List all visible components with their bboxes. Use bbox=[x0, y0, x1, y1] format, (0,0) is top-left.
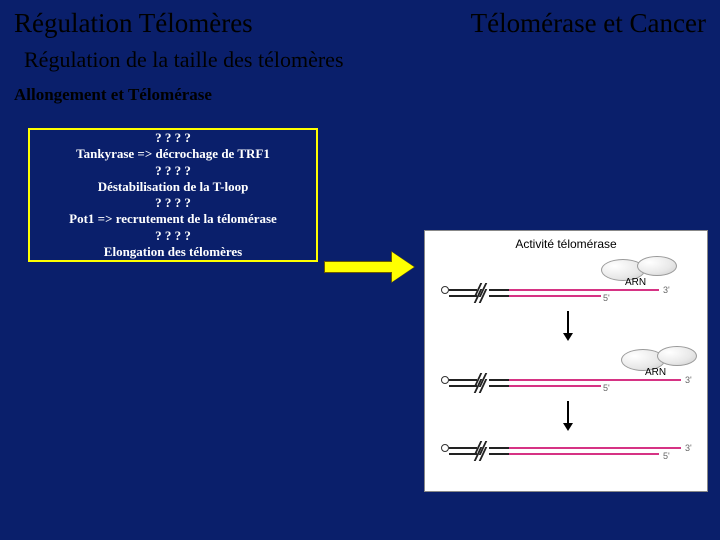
prime-3: 3' bbox=[685, 443, 692, 453]
down-arrow-icon bbox=[563, 401, 573, 431]
arn-label: ARN bbox=[625, 277, 646, 288]
down-arrow-icon bbox=[563, 311, 573, 341]
header-left: Régulation Télomères bbox=[14, 8, 253, 39]
prime-3: 3' bbox=[663, 285, 670, 295]
diagram-title: Activité télomérase bbox=[425, 237, 707, 251]
box-line: ? ? ? ? bbox=[155, 130, 191, 146]
box-line: ? ? ? ? bbox=[155, 163, 191, 179]
prime-5: 5' bbox=[663, 451, 670, 461]
telomerase-diagram: Activité télomérase ARN 3' 5' ARN 3' bbox=[424, 230, 708, 492]
prime-5: 5' bbox=[603, 383, 610, 393]
arn-label: ARN bbox=[645, 367, 666, 378]
box-line: Pot1 => recrutement de la télomérase bbox=[69, 211, 277, 227]
box-line: ? ? ? ? bbox=[155, 195, 191, 211]
box-line: Déstabilisation de la T-loop bbox=[98, 179, 249, 195]
right-arrow-icon bbox=[324, 252, 416, 282]
subsubtitle: Allongement et Télomérase bbox=[0, 75, 720, 113]
subtitle: Régulation de la taille des télomères bbox=[0, 43, 720, 75]
box-line: ? ? ? ? bbox=[155, 228, 191, 244]
header-right: Télomérase et Cancer bbox=[471, 8, 706, 39]
prime-3: 3' bbox=[685, 375, 692, 385]
prime-5: 5' bbox=[603, 293, 610, 303]
box-line: Elongation des télomères bbox=[104, 244, 242, 260]
box-line: Tankyrase => décrochage de TRF1 bbox=[76, 146, 270, 162]
mechanism-box: ? ? ? ? Tankyrase => décrochage de TRF1 … bbox=[28, 128, 318, 262]
